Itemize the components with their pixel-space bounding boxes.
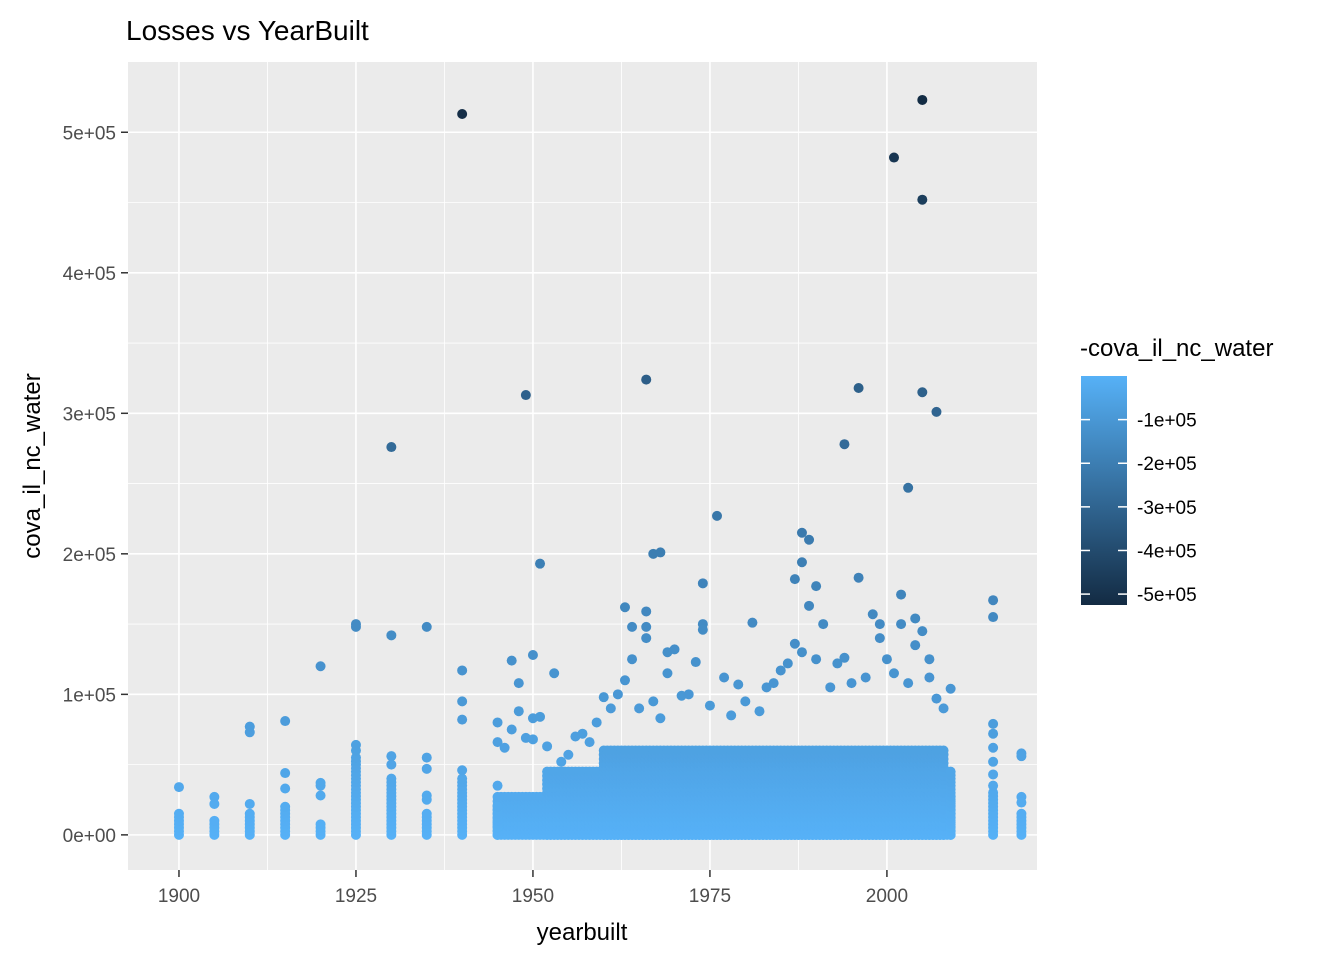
data-points — [173, 94, 1027, 840]
plot-area — [173, 94, 1027, 840]
chart-title: Losses vs YearBuilt — [126, 15, 369, 46]
